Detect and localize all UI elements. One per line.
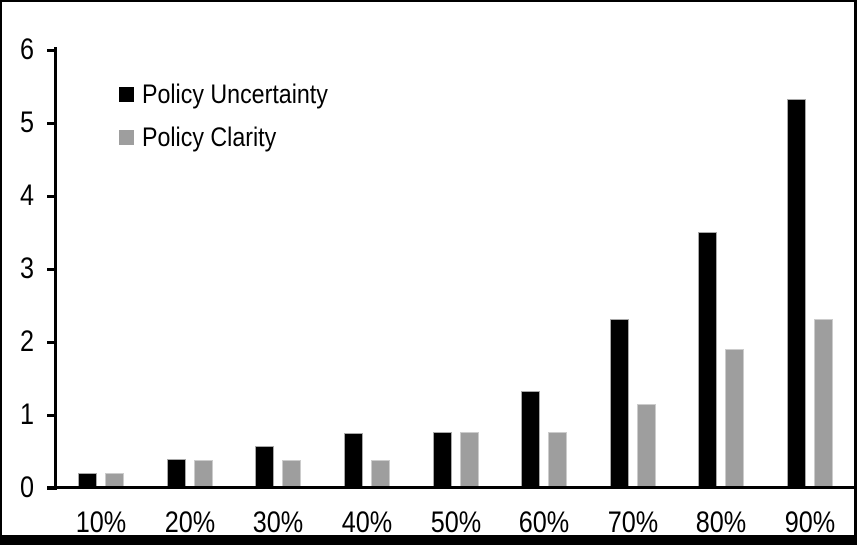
y-tick-label: 4 bbox=[19, 179, 34, 212]
y-axis-tick bbox=[47, 195, 57, 198]
x-tick-label: 40% bbox=[341, 506, 393, 539]
x-tick-label: 90% bbox=[784, 506, 836, 539]
frame-border-left bbox=[0, 0, 2, 545]
legend-swatch-icon bbox=[119, 86, 134, 102]
y-axis-tick bbox=[47, 268, 57, 271]
x-tick-label: 20% bbox=[164, 506, 216, 539]
bar-policy-clarity-30pct bbox=[282, 460, 301, 488]
y-tick-label: 0 bbox=[19, 471, 34, 504]
y-tick-label: 1 bbox=[19, 398, 34, 431]
y-axis-tick bbox=[47, 341, 57, 344]
bar-policy-clarity-70pct bbox=[637, 404, 656, 488]
x-axis-line bbox=[47, 486, 854, 489]
legend: Policy Uncertainty Policy Clarity bbox=[119, 79, 358, 165]
legend-item-policy-clarity: Policy Clarity bbox=[119, 122, 358, 152]
x-tick-label: 50% bbox=[430, 506, 482, 539]
y-tick-label: 3 bbox=[19, 252, 34, 285]
bar-policy-clarity-40pct bbox=[371, 460, 390, 488]
frame-border-right bbox=[854, 0, 857, 545]
y-axis-tick bbox=[47, 49, 57, 52]
x-tick-label: 80% bbox=[695, 506, 747, 539]
bar-policy-uncertainty-60pct bbox=[521, 391, 540, 488]
y-tick-label: 2 bbox=[19, 325, 34, 358]
x-tick-label: 60% bbox=[518, 506, 570, 539]
bar-policy-clarity-50pct bbox=[460, 432, 479, 488]
legend-label: Policy Clarity bbox=[142, 122, 277, 152]
bar-policy-uncertainty-50pct bbox=[433, 432, 452, 488]
bar-policy-uncertainty-30pct bbox=[255, 446, 274, 488]
y-tick-label: 5 bbox=[19, 106, 34, 139]
bar-policy-uncertainty-40pct bbox=[344, 433, 363, 488]
y-axis-tick bbox=[47, 414, 57, 417]
x-tick-label: 30% bbox=[252, 506, 304, 539]
y-axis-line bbox=[54, 47, 57, 490]
legend-swatch-icon bbox=[119, 129, 134, 145]
bar-policy-clarity-20pct bbox=[194, 460, 213, 488]
bar-policy-clarity-90pct bbox=[814, 319, 833, 488]
y-axis-tick bbox=[47, 122, 57, 125]
y-tick-label: 6 bbox=[19, 33, 34, 66]
bar-policy-uncertainty-20pct bbox=[167, 459, 186, 488]
frame-border-top bbox=[0, 0, 857, 2]
x-tick-label: 10% bbox=[75, 506, 127, 539]
bar-policy-uncertainty-90pct bbox=[787, 99, 806, 488]
legend-item-policy-uncertainty: Policy Uncertainty bbox=[119, 79, 358, 109]
bar-policy-clarity-60pct bbox=[548, 432, 567, 488]
bar-policy-uncertainty-80pct bbox=[698, 232, 717, 488]
frame-border-bottom bbox=[0, 535, 857, 545]
bar-policy-clarity-80pct bbox=[725, 349, 744, 488]
legend-label: Policy Uncertainty bbox=[142, 79, 328, 109]
x-tick-label: 70% bbox=[607, 506, 659, 539]
bar-policy-uncertainty-70pct bbox=[610, 319, 629, 488]
